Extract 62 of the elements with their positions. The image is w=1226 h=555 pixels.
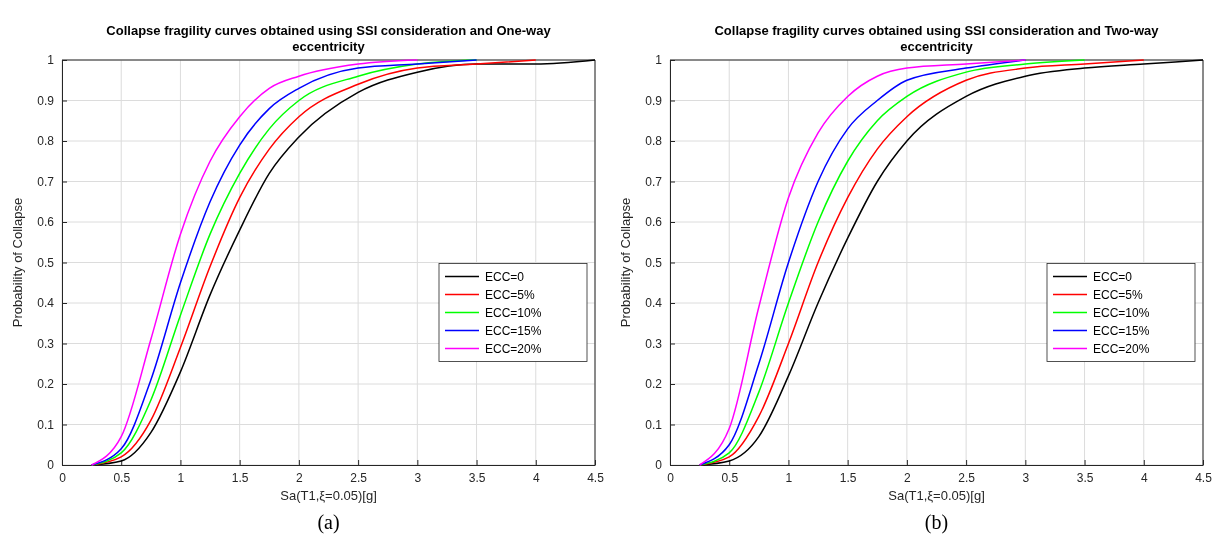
y-tick-label: 0: [655, 458, 663, 473]
y-tick-label: 1: [655, 53, 663, 68]
x-tick-label: 1.5: [839, 470, 857, 485]
y-tick-label: 0.5: [37, 255, 55, 270]
x-tick-label: 2.5: [958, 470, 976, 485]
y-tick-label: 0.1: [645, 417, 663, 432]
legend-label: ECC=5%: [485, 287, 536, 302]
y-tick-label: 0.3: [645, 336, 663, 351]
legend-label: ECC=20%: [485, 341, 542, 356]
line-series: [698, 59, 1027, 466]
x-axis-title: Sa(T1,ξ=0.05)[g]: [280, 488, 377, 503]
x-axis-title: Sa(T1,ξ=0.05)[g]: [888, 488, 985, 503]
x-tick-label: 3: [1022, 470, 1030, 485]
chart-title: Collapse fragility curves obtained using SSI consideration and One-way eccentricity: [106, 23, 552, 54]
legend-label: ECC=15%: [485, 323, 542, 338]
y-axis-title: Probability of Collapse: [618, 197, 633, 328]
x-tick-label: 4.5: [1195, 470, 1213, 485]
x-tick-label: 1.5: [231, 470, 249, 485]
y-tick-label: 0.6: [37, 215, 55, 230]
x-tick-label: 2.5: [350, 470, 368, 485]
y-tick-label: 0.2: [645, 377, 663, 392]
legend-label: ECC=10%: [1093, 305, 1150, 320]
y-tick-label: 0.9: [645, 93, 663, 108]
legend-label: ECC=20%: [1093, 341, 1150, 356]
y-tick-label: 1: [47, 53, 55, 68]
legend-label: ECC=15%: [1093, 323, 1150, 338]
x-tick-label: 3.5: [468, 470, 486, 485]
y-tick-label: 0.1: [37, 417, 55, 432]
y-tick-label: 0.4: [37, 296, 55, 311]
y-tick-label: 0.2: [37, 377, 55, 392]
x-tick-label: 3.5: [1076, 470, 1094, 485]
line-series: [90, 59, 419, 466]
x-tick-label: 0.5: [721, 470, 739, 485]
x-tick-label: 0: [59, 470, 67, 485]
y-tick-label: 0.7: [37, 174, 55, 189]
legend-label: ECC=0: [485, 269, 525, 284]
y-tick-label: 0.6: [645, 215, 663, 230]
y-axis-title: Probability of Collapse: [10, 197, 25, 328]
y-tick-label: 0: [47, 458, 55, 473]
chart-title: Collapse fragility curves obtained using SSI consideration and Two-way eccentricity: [714, 23, 1160, 54]
y-tick-label: 0.4: [645, 296, 663, 311]
y-tick-label: 0.8: [645, 134, 663, 149]
legend-label: ECC=5%: [1093, 287, 1144, 302]
y-tick-label: 0.7: [645, 174, 663, 189]
text: (b): [924, 511, 949, 534]
x-tick-label: 1: [177, 470, 185, 485]
x-tick-label: 0.5: [113, 470, 131, 485]
x-tick-label: 0: [667, 470, 675, 485]
x-tick-label: 4: [1140, 470, 1148, 485]
y-tick-label: 0.3: [37, 336, 55, 351]
x-tick-label: 3: [414, 470, 422, 485]
x-tick-label: 4: [532, 470, 540, 485]
text: (a): [317, 511, 340, 534]
y-tick-label: 0.8: [37, 134, 55, 149]
y-tick-label: 0.9: [37, 93, 55, 108]
x-tick-label: 2: [296, 470, 304, 485]
x-tick-label: 4.5: [587, 470, 605, 485]
x-tick-label: 2: [904, 470, 912, 485]
y-tick-label: 0.5: [645, 255, 663, 270]
legend-label: ECC=10%: [485, 305, 542, 320]
legend-label: ECC=0: [1093, 269, 1133, 284]
x-tick-label: 1: [785, 470, 793, 485]
